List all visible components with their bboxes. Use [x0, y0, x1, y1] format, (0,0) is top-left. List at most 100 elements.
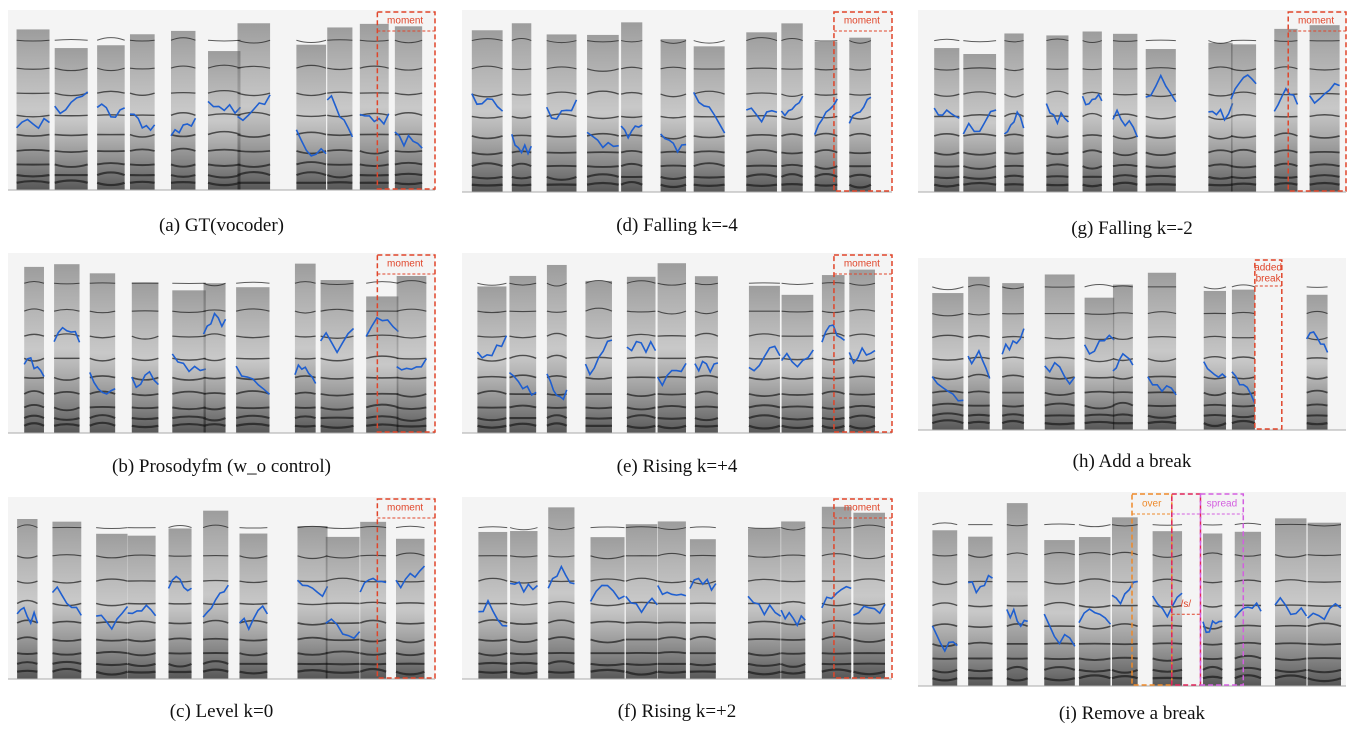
harmonic	[296, 114, 327, 118]
harmonic	[1112, 357, 1134, 362]
harmonic	[471, 65, 503, 70]
harmonic	[1043, 601, 1076, 607]
harmonic	[96, 171, 126, 177]
harmonic	[477, 390, 507, 395]
harmonic	[1274, 175, 1298, 179]
pitch-contour	[968, 574, 993, 595]
pitch-contour	[1273, 87, 1299, 112]
voiced-segment	[395, 538, 425, 679]
harmonic	[359, 65, 389, 69]
break-box	[1254, 259, 1283, 430]
harmonic	[52, 660, 82, 665]
harmonic	[967, 554, 993, 558]
spectrogram	[462, 10, 892, 192]
voiced-segment	[237, 23, 271, 190]
harmonic	[1309, 181, 1340, 186]
harmonic	[1084, 357, 1115, 363]
harmonic	[546, 422, 568, 427]
harmonic	[590, 620, 625, 624]
spectrogram	[462, 497, 892, 679]
harmonic	[814, 183, 838, 187]
pitch-contour	[660, 133, 687, 154]
harmonic	[781, 554, 806, 557]
harmonic	[395, 552, 425, 557]
harmonic	[853, 555, 886, 560]
harmonic	[1145, 165, 1177, 169]
pitch-contour	[1231, 371, 1256, 404]
harmonic	[509, 652, 538, 656]
voiced-segment	[934, 48, 960, 192]
annotation-label: moment	[844, 259, 880, 270]
harmonic	[359, 619, 387, 624]
caption: (b) Prosodyfm (w_o control)	[112, 456, 331, 477]
harmonic	[1230, 135, 1257, 139]
harmonic	[236, 406, 270, 410]
harmonic	[626, 424, 656, 429]
harmonic	[471, 151, 503, 156]
harmonic	[1234, 579, 1262, 583]
voiced-segment	[1147, 272, 1177, 430]
harmonic	[1084, 413, 1115, 417]
harmonic	[54, 67, 88, 72]
harmonic	[590, 526, 625, 529]
harmonic	[932, 402, 964, 407]
harmonic	[1147, 357, 1177, 363]
harmonic	[52, 652, 82, 656]
harmonic	[781, 424, 814, 430]
harmonic	[1046, 115, 1069, 118]
harmonic	[849, 93, 872, 96]
moment-box	[833, 254, 893, 433]
harmonic	[294, 357, 316, 360]
harmonic	[236, 357, 270, 360]
harmonic	[202, 619, 229, 624]
voiced-segment	[327, 27, 353, 190]
harmonic	[963, 91, 997, 95]
pitch-contour	[471, 93, 504, 112]
harmonic	[1208, 135, 1233, 140]
harmonic	[320, 282, 354, 286]
pitch-contour	[319, 327, 355, 354]
harmonic	[780, 600, 806, 605]
voiced-segment	[546, 264, 567, 433]
harmonic	[693, 40, 725, 44]
voiced-segment	[208, 51, 241, 190]
caption: (a) GT(vocoder)	[159, 215, 284, 236]
harmonic	[16, 524, 38, 529]
harmonic	[509, 527, 538, 531]
harmonic	[1006, 677, 1029, 682]
harmonic	[1230, 68, 1257, 72]
harmonic	[394, 112, 423, 116]
harmonic	[586, 132, 619, 137]
harmonic	[657, 405, 687, 409]
harmonic	[1208, 183, 1233, 187]
harmonic	[172, 415, 206, 420]
pitch-contour	[325, 618, 361, 640]
pitch-contour	[1203, 361, 1227, 379]
harmonic	[511, 68, 532, 71]
annotation-label: moment	[387, 503, 423, 514]
harmonic	[296, 161, 327, 166]
harmonic	[590, 638, 625, 644]
pitch-contour	[821, 585, 852, 609]
harmonic	[320, 376, 354, 380]
voiced-segment	[1275, 518, 1307, 686]
pitch-contour	[1083, 334, 1115, 356]
pitch-contour	[295, 129, 327, 157]
harmonic	[237, 171, 271, 177]
pitch-contour	[780, 609, 806, 628]
harmonic	[932, 668, 958, 674]
harmonic	[848, 414, 876, 420]
voiced-segment	[660, 39, 687, 192]
harmonic	[1208, 66, 1233, 70]
harmonic	[203, 423, 226, 427]
harmonic	[16, 619, 38, 624]
harmonic	[1147, 375, 1177, 378]
harmonic	[1112, 391, 1133, 394]
harmonic	[129, 67, 155, 70]
caption: (e) Rising k=+4	[617, 456, 738, 477]
harmonic	[23, 333, 45, 337]
harmonic	[694, 310, 719, 315]
harmonic	[1203, 335, 1227, 339]
harmonic	[585, 376, 613, 380]
